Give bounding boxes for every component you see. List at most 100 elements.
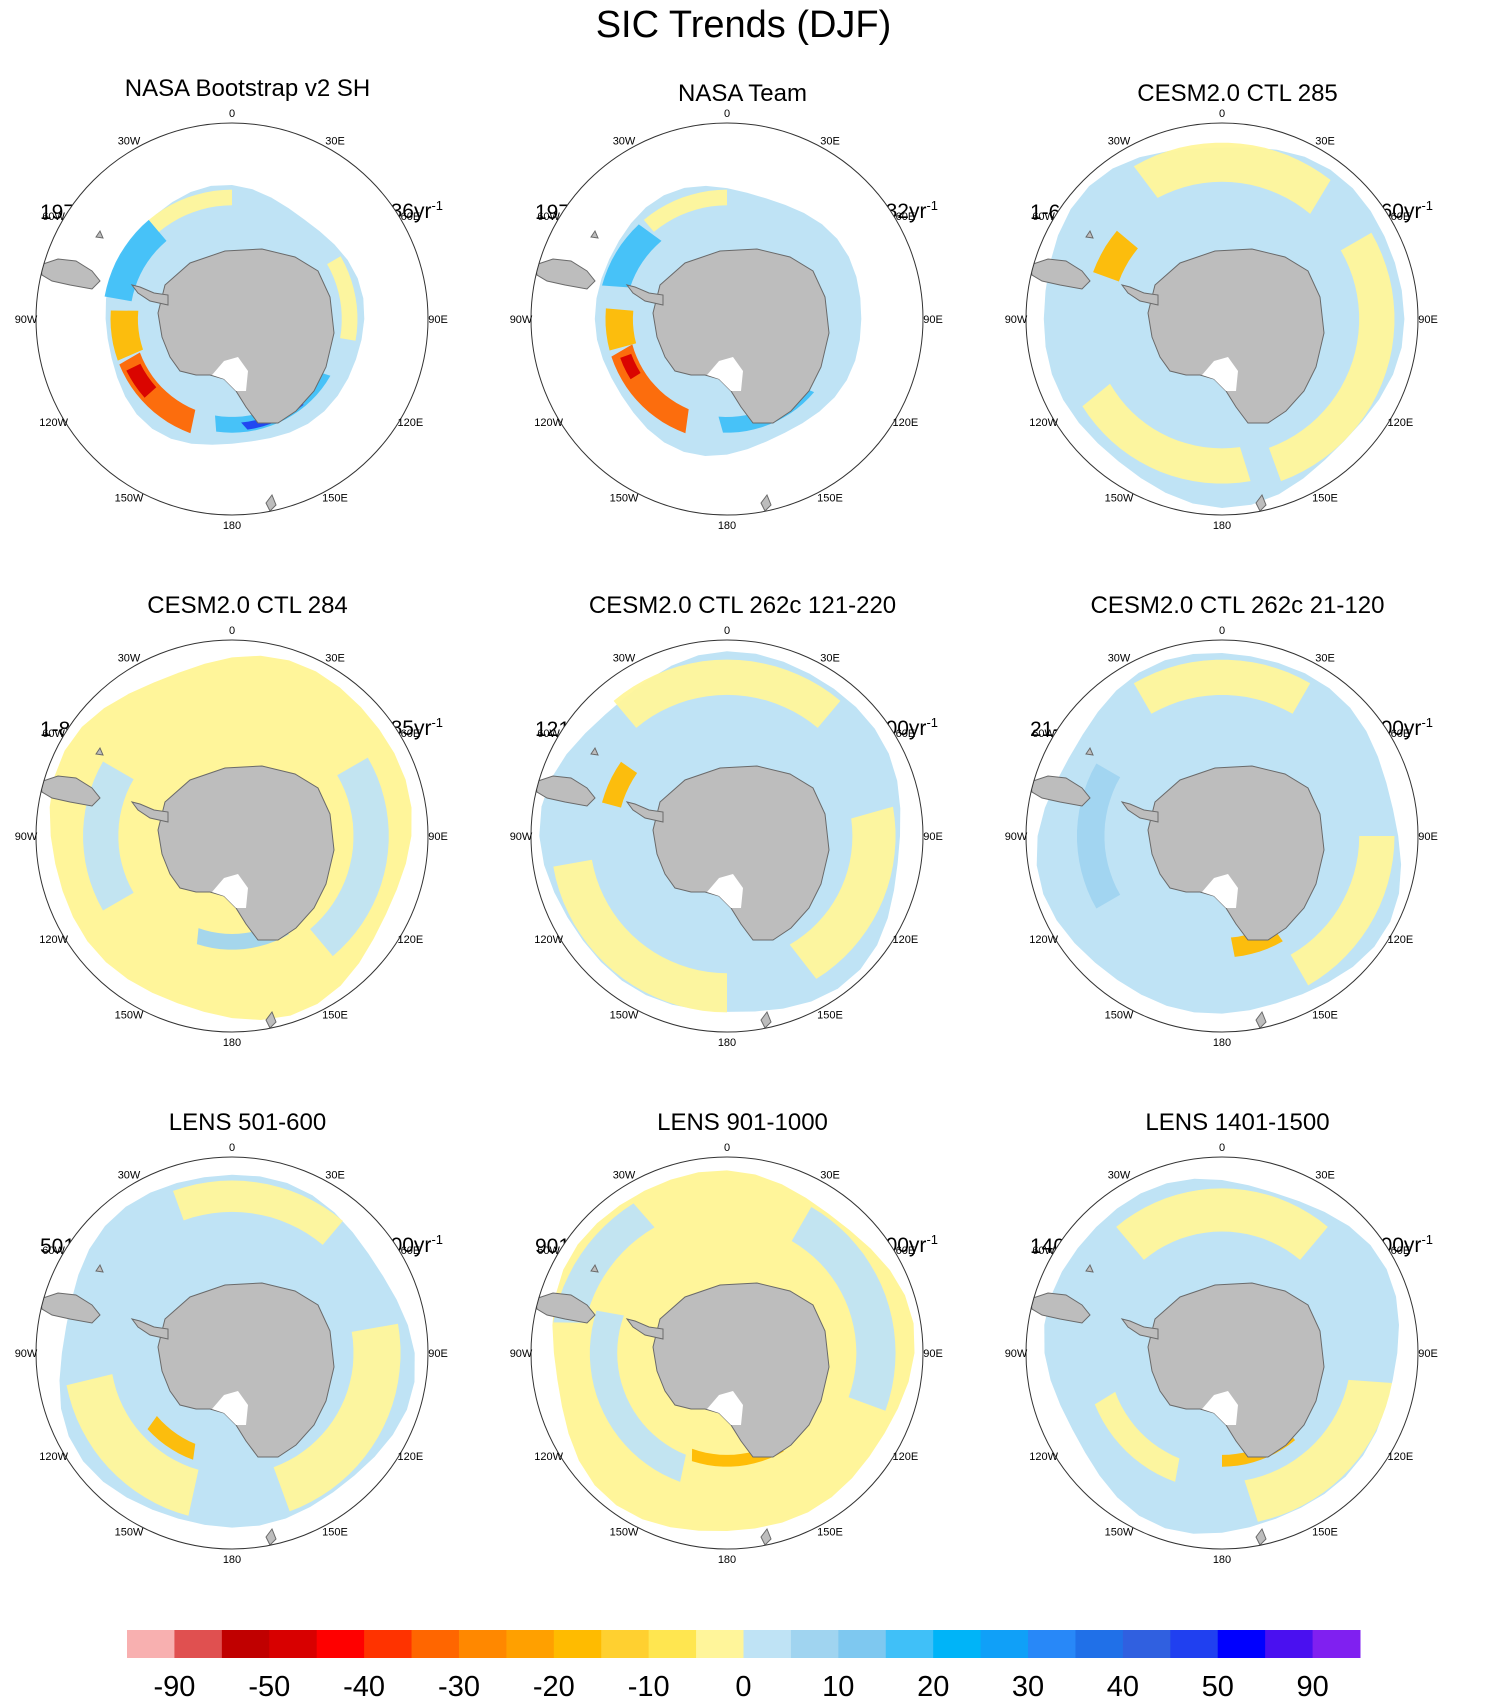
longitude-label: 60W — [42, 211, 65, 223]
south-america-tip — [534, 775, 596, 807]
trend-patch — [691, 1443, 784, 1467]
longitude-label: 120E — [893, 417, 919, 429]
new-zealand-tip — [760, 493, 772, 512]
polar-map: 0 30E 60E 90E 120E 150E 180 150W 120W 90W 60W 30W — [1005, 625, 1438, 1049]
longitude-label: 90E — [1418, 1348, 1438, 1360]
ross-ice-shelf — [707, 357, 743, 391]
polar-map: 0 30E 60E 90E 120E 150E 180 150W 120W 90W 60W 30W — [15, 1142, 448, 1566]
longitude-label: 120W — [39, 934, 68, 946]
south-america-tip — [534, 258, 596, 290]
longitude-label: 0 — [229, 625, 235, 637]
small-island — [95, 1263, 104, 1273]
new-zealand-tip — [1255, 1527, 1267, 1546]
polar-map: 0 30E 60E 90E 120E 150E 180 150W 120W 90W 60W 30W — [510, 625, 943, 1049]
antarctic-peninsula — [130, 284, 169, 306]
panel-title: LENS 1401-1500 — [1145, 1109, 1330, 1136]
colorbar-swatch — [1217, 1630, 1266, 1658]
trend-patch — [147, 1416, 196, 1460]
longitude-label: 90E — [428, 1348, 448, 1360]
longitude-label: 120W — [534, 417, 563, 429]
map-border — [530, 1156, 924, 1550]
longitude-label: 150E — [322, 1009, 348, 1021]
colorbar-swatch — [885, 1630, 934, 1658]
colorbar-label: -50 — [248, 1671, 290, 1703]
longitude-label: 0 — [229, 108, 235, 120]
south-america-tip — [534, 1292, 596, 1324]
small-island — [590, 1263, 599, 1273]
trend-patch — [553, 859, 727, 1013]
colorbar-swatch — [1170, 1630, 1219, 1658]
colorbar-swatch — [1265, 1630, 1314, 1658]
panel-title: CESM2.0 CTL 262c 21-120 — [1090, 592, 1385, 619]
longitude-label: 120W — [1029, 417, 1058, 429]
longitude-label: 30E — [1315, 136, 1335, 148]
longitude-label: 90W — [1005, 831, 1028, 843]
new-zealand-tip — [760, 1010, 772, 1029]
antarctica-landmass — [652, 765, 830, 941]
colorbar-swatch — [933, 1630, 982, 1658]
map-border — [530, 639, 924, 1033]
antarctic-peninsula — [625, 1318, 664, 1340]
longitude-label: 60E — [896, 1245, 916, 1257]
longitude-label: 120W — [534, 1451, 563, 1463]
longitude-label: 30W — [1108, 136, 1131, 148]
longitude-label: 90E — [428, 831, 448, 843]
trend-patch — [589, 1310, 686, 1482]
colorbar-swatch — [174, 1630, 223, 1658]
longitude-label: 60W — [42, 728, 65, 740]
longitude-label: 120E — [893, 934, 919, 946]
longitude-label: 60W — [1032, 1245, 1055, 1257]
antarctica-landmass — [157, 765, 335, 941]
trend-patch — [1082, 383, 1251, 484]
trend-patch — [620, 353, 641, 380]
trend-patch — [613, 659, 841, 728]
colorbar-swatch — [1028, 1630, 1076, 1658]
ross-ice-shelf — [212, 874, 248, 908]
trend-patch — [273, 1323, 401, 1512]
ross-ice-shelf — [1202, 874, 1238, 908]
trend-patch — [553, 1203, 655, 1323]
map-border — [35, 1156, 429, 1550]
antarctic-peninsula — [625, 284, 664, 306]
ross-ice-shelf — [707, 1391, 743, 1425]
south-america-tip — [39, 1292, 101, 1324]
trend-patch — [1268, 232, 1395, 482]
longitude-label: 90E — [1418, 314, 1438, 326]
colorbar-swatch — [1122, 1630, 1171, 1658]
colorbar-label: 50 — [1202, 1671, 1234, 1703]
panel-title: CESM2.0 CTL 262c 121-220 — [588, 592, 897, 619]
polar-map: 0 30E 60E 90E 120E 150E 180 150W 120W 90W 60W 30W — [510, 108, 943, 532]
longitude-label: 180 — [718, 520, 736, 532]
longitude-label: 90W — [1005, 1348, 1028, 1360]
trend-patch — [602, 761, 638, 808]
trend-patch — [643, 189, 727, 232]
longitude-label: 150E — [1312, 1009, 1338, 1021]
longitude-label: 90W — [510, 1348, 533, 1360]
south-america-tip — [39, 258, 101, 290]
antarctic-peninsula — [1120, 284, 1159, 306]
antarctica-landmass — [652, 1282, 830, 1458]
longitude-label: 150W — [610, 1526, 639, 1538]
ross-ice-shelf — [1202, 357, 1238, 391]
map-border — [1025, 122, 1419, 516]
trend-patch — [1133, 142, 1331, 214]
trend-patch — [126, 363, 157, 398]
colorbar-swatch — [980, 1630, 1029, 1658]
trend-patch — [605, 308, 637, 351]
antarctica-landmass — [652, 248, 830, 424]
longitude-label: 150W — [1105, 492, 1134, 504]
longitude-label: 30E — [820, 1170, 840, 1182]
polar-map: 0 30E 60E 90E 120E 150E 180 150W 120W 90W 60W 30W — [1005, 1142, 1438, 1566]
longitude-label: 120W — [1029, 1451, 1058, 1463]
longitude-label: 180 — [223, 1554, 241, 1566]
longitude-label: 60E — [401, 211, 421, 223]
new-zealand-tip — [1255, 1010, 1267, 1029]
antarctica-landmass — [1147, 248, 1325, 424]
colorbar-swatch — [458, 1630, 507, 1658]
trend-patch — [602, 224, 662, 288]
longitude-label: 30E — [1315, 1170, 1335, 1182]
longitude-label: 90E — [923, 314, 943, 326]
longitude-label: 120E — [398, 934, 424, 946]
polar-map: 0 30E 60E 90E 120E 150E 180 150W 120W 90W 60W 30W — [510, 1142, 943, 1566]
